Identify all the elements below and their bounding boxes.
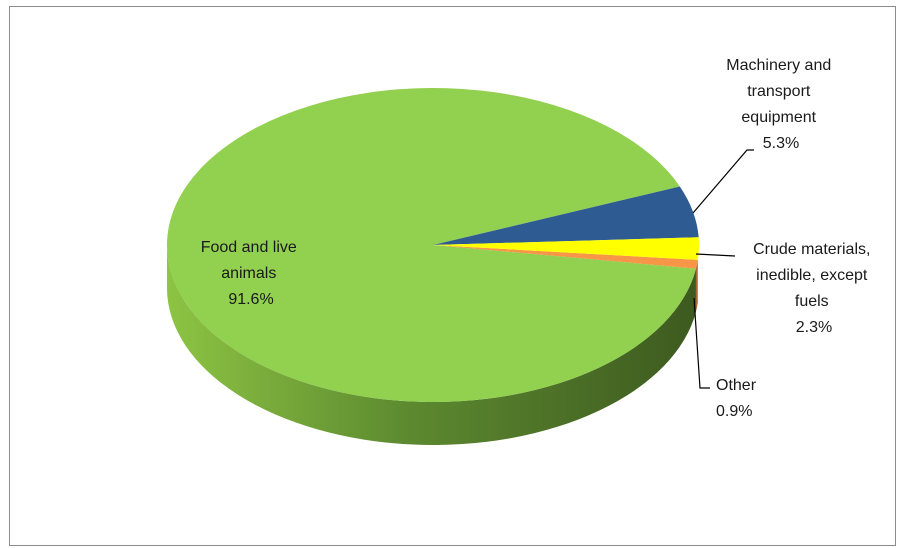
slice-value-crude: 2.3% bbox=[796, 319, 832, 336]
slice-label-food: Food and live animals 91.6% bbox=[201, 239, 302, 308]
leader-line-other bbox=[693, 297, 710, 389]
pie-side-other bbox=[695, 259, 698, 312]
pie-slice-food bbox=[167, 88, 696, 403]
slice-value-food: 91.6% bbox=[228, 291, 273, 308]
pie-slice-machinery bbox=[433, 186, 699, 245]
slice-label-other: Other 0.9% bbox=[716, 377, 760, 420]
pie-side-food bbox=[167, 245, 696, 446]
pie-side-layer bbox=[167, 245, 698, 446]
slice-value-other: 0.9% bbox=[716, 403, 752, 420]
slice-label-crude: Crude materials, inedible, except fuels … bbox=[753, 241, 875, 336]
slice-label-machinery: Machinery and transport equipment 5.3% bbox=[726, 57, 835, 152]
slice-value-machinery: 5.3% bbox=[763, 135, 799, 152]
pie-slice-crude bbox=[433, 237, 699, 260]
pie-slice-other bbox=[433, 245, 698, 269]
leader-line-crude bbox=[695, 253, 736, 257]
leader-lines bbox=[692, 149, 754, 389]
pie-top-layer bbox=[167, 88, 699, 403]
leader-line-machinery bbox=[692, 149, 754, 214]
